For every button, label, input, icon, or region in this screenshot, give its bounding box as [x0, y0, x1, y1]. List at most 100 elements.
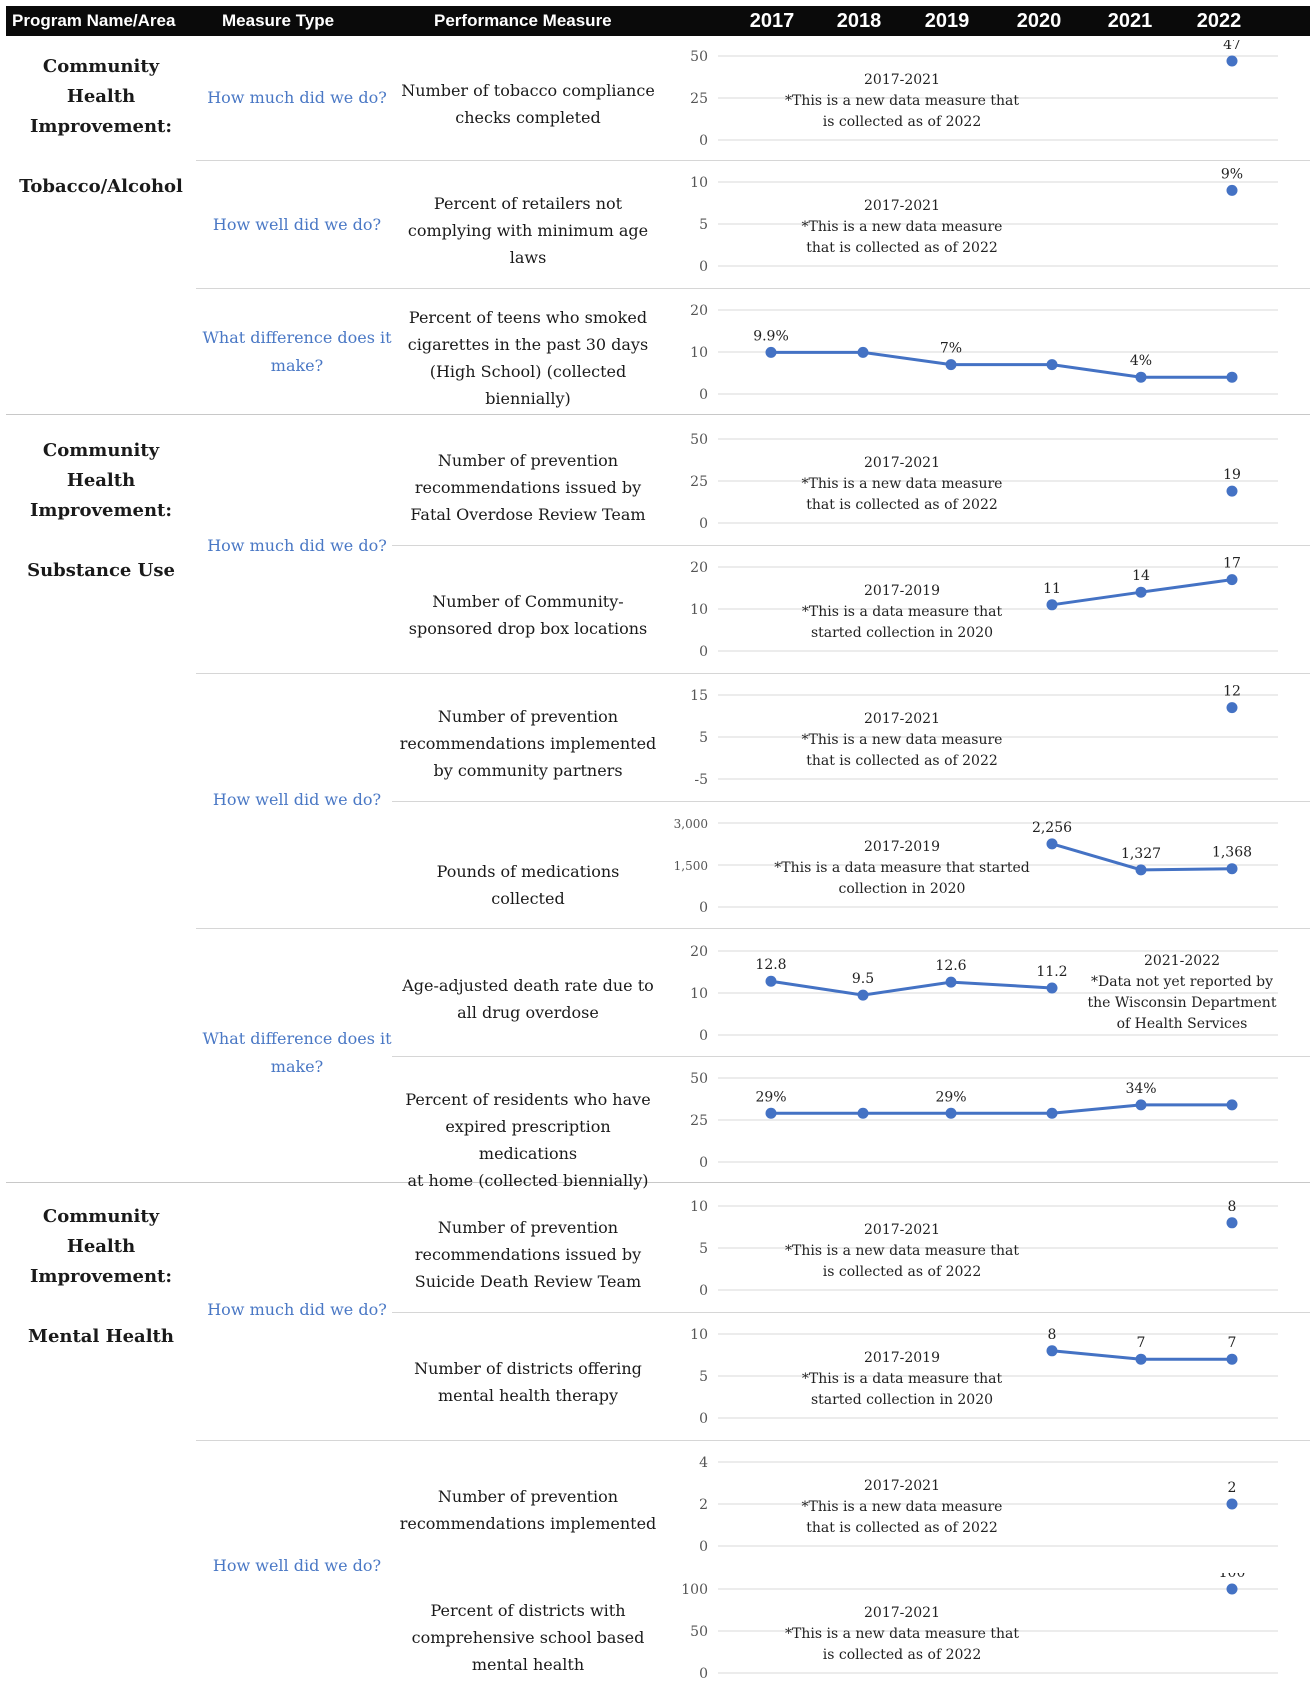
performance-measure-line: recommendations issued by: [414, 1244, 642, 1264]
y-tick-label: 0: [699, 1155, 708, 1171]
chart-note: *This is a new data measure: [802, 219, 1003, 235]
performance-measure-line: Number of prevention: [437, 706, 619, 726]
program-area-2: Community Health Improvement: Substance Us…: [10, 436, 192, 586]
data-label: 12: [1223, 684, 1241, 700]
data-point-2021: [1135, 371, 1147, 383]
measure-type-8: How well did we do?: [202, 1552, 392, 1580]
header-year-2020: 2020: [1016, 10, 1062, 32]
y-tick-label: 0: [699, 644, 708, 660]
data-label: 29%: [755, 1089, 786, 1105]
performance-measure-line: at home (collected biennially): [407, 1170, 649, 1190]
data-label: 34%: [1125, 1081, 1156, 1097]
y-tick-label: 50: [690, 49, 708, 65]
chart-note: is collected as of 2022: [823, 1264, 981, 1280]
data-point-2019: [945, 1107, 957, 1119]
data-label: 2: [1228, 1480, 1237, 1496]
chart-note: *Data not yet reported by: [1091, 974, 1273, 990]
data-point-2022: [1226, 1498, 1238, 1510]
measure-type-line: How well did we do?: [212, 215, 382, 234]
data-label: 1,327: [1121, 846, 1161, 862]
data-point-2022: [1226, 1353, 1238, 1365]
performance-measure-line: Number of Community-: [432, 592, 624, 611]
data-point-2022: [1226, 184, 1238, 196]
row-divider: [196, 1440, 1310, 1441]
row-divider: [196, 288, 1310, 289]
measure-type-line: How much did we do?: [207, 536, 387, 555]
data-label: 11.2: [1036, 964, 1067, 980]
performance-measure-12: Number of prevention recommendations impl…: [398, 1483, 658, 1537]
data-label: 11: [1043, 581, 1061, 597]
data-point-2020: [1046, 1345, 1058, 1357]
data-label: 12.8: [755, 957, 786, 973]
chart-note: *This is a data measure that: [802, 1371, 1003, 1387]
performance-measure-2: Percent of retailers not complying with m…: [398, 190, 658, 271]
data-point-2018: [857, 346, 869, 358]
y-tick-label: 10: [690, 345, 708, 361]
chart-8: 20 10 0 12.8 9.5 12.6 11.2 2021-2022 *Data not y…: [690, 944, 1278, 1044]
y-tick-label: 0: [699, 1666, 708, 1682]
row-divider: [196, 673, 1310, 674]
chart-note: 2017-2021: [864, 198, 940, 214]
program-area-line: Improvement:: [30, 116, 172, 137]
performance-measure-11: Number of districts offering mental healt…: [398, 1355, 658, 1409]
measure-type-line: How much did we do?: [207, 88, 387, 107]
performance-measure-line: Number of tobacco compliance: [401, 81, 655, 100]
program-area-line: Tobacco/Alcohol: [19, 176, 183, 197]
program-area-line: Improvement:: [30, 500, 172, 521]
performance-measure-line: expired prescription medications: [445, 1116, 611, 1163]
y-tick-label: 25: [690, 91, 708, 107]
header-performance-measure: Performance Measure: [434, 11, 612, 30]
y-tick-label: 5: [699, 217, 708, 233]
performance-measure-line: (High School) (collected: [429, 362, 627, 381]
performance-measure-line: Number of prevention: [437, 1217, 619, 1237]
y-tick-label: 4: [699, 1455, 708, 1471]
performance-measure-line: Fatal Overdose Review Team: [410, 504, 646, 524]
chart-note: that is collected as of 2022: [806, 240, 998, 256]
data-point-2017: [765, 975, 777, 987]
performance-measure-line: recommendations issued by: [414, 477, 642, 497]
y-tick-label: 25: [690, 474, 708, 490]
row-divider: [392, 545, 1310, 546]
chart-note: that is collected as of 2022: [806, 1520, 998, 1536]
y-tick-label: 0: [699, 133, 708, 149]
header-year-2022: 2022: [1196, 10, 1242, 32]
performance-measure-line: mental health: [471, 1654, 585, 1674]
performance-measure-line: all drug overdose: [457, 1003, 599, 1022]
y-tick-label: 5: [699, 1369, 708, 1385]
data-label: 2,256: [1032, 820, 1072, 836]
chart-note: 2017-2019: [864, 1350, 940, 1366]
chart-1: 50 25 0 47 2017-2021 *This is a new data meas…: [690, 40, 1278, 149]
chart-note: 2017-2021: [864, 72, 940, 88]
data-point-2022: [1226, 702, 1238, 714]
data-label: 47: [1223, 40, 1241, 53]
performance-measure-3: Percent of teens who smoked cigarettes in…: [398, 304, 658, 412]
data-label: 12.6: [935, 958, 966, 974]
header-year-2018: 2018: [836, 10, 882, 32]
chart-note: of Health Services: [1117, 1016, 1248, 1032]
data-point-2019: [945, 976, 957, 988]
data-label: 100: [1219, 1573, 1246, 1581]
performance-measure-line: Pounds of medications collected: [436, 861, 620, 908]
performance-measure-10: Number of prevention recommendations issu…: [398, 1214, 658, 1295]
y-tick-label: 0: [699, 387, 708, 403]
chart-note: 2017-2021: [864, 1605, 940, 1621]
row-divider: [392, 1312, 1310, 1313]
y-tick-label: 0: [699, 516, 708, 532]
data-point-2022: [1226, 1099, 1238, 1111]
data-point-2020: [1046, 359, 1058, 371]
performance-measure-9: Percent of residents who have expired pre…: [398, 1086, 658, 1194]
data-point-2020: [1046, 838, 1058, 850]
data-label: 7: [1137, 1335, 1146, 1351]
performance-measure-line: recommendations implemented: [399, 733, 657, 753]
chart-note: *This is a data measure that: [802, 604, 1003, 620]
chart-note: collection in 2020: [839, 881, 966, 897]
performance-measure-line: Percent of retailers not: [433, 193, 623, 213]
data-point-2020: [1046, 982, 1058, 994]
chart-note: 2021-2022: [1144, 953, 1220, 969]
performance-measure-line: laws: [509, 247, 547, 267]
data-label: 8: [1228, 1199, 1237, 1215]
data-point-2022: [1226, 55, 1238, 67]
chart-note: 2017-2021: [864, 455, 940, 471]
data-label: 17: [1223, 556, 1241, 572]
section-divider: [6, 1182, 1310, 1183]
